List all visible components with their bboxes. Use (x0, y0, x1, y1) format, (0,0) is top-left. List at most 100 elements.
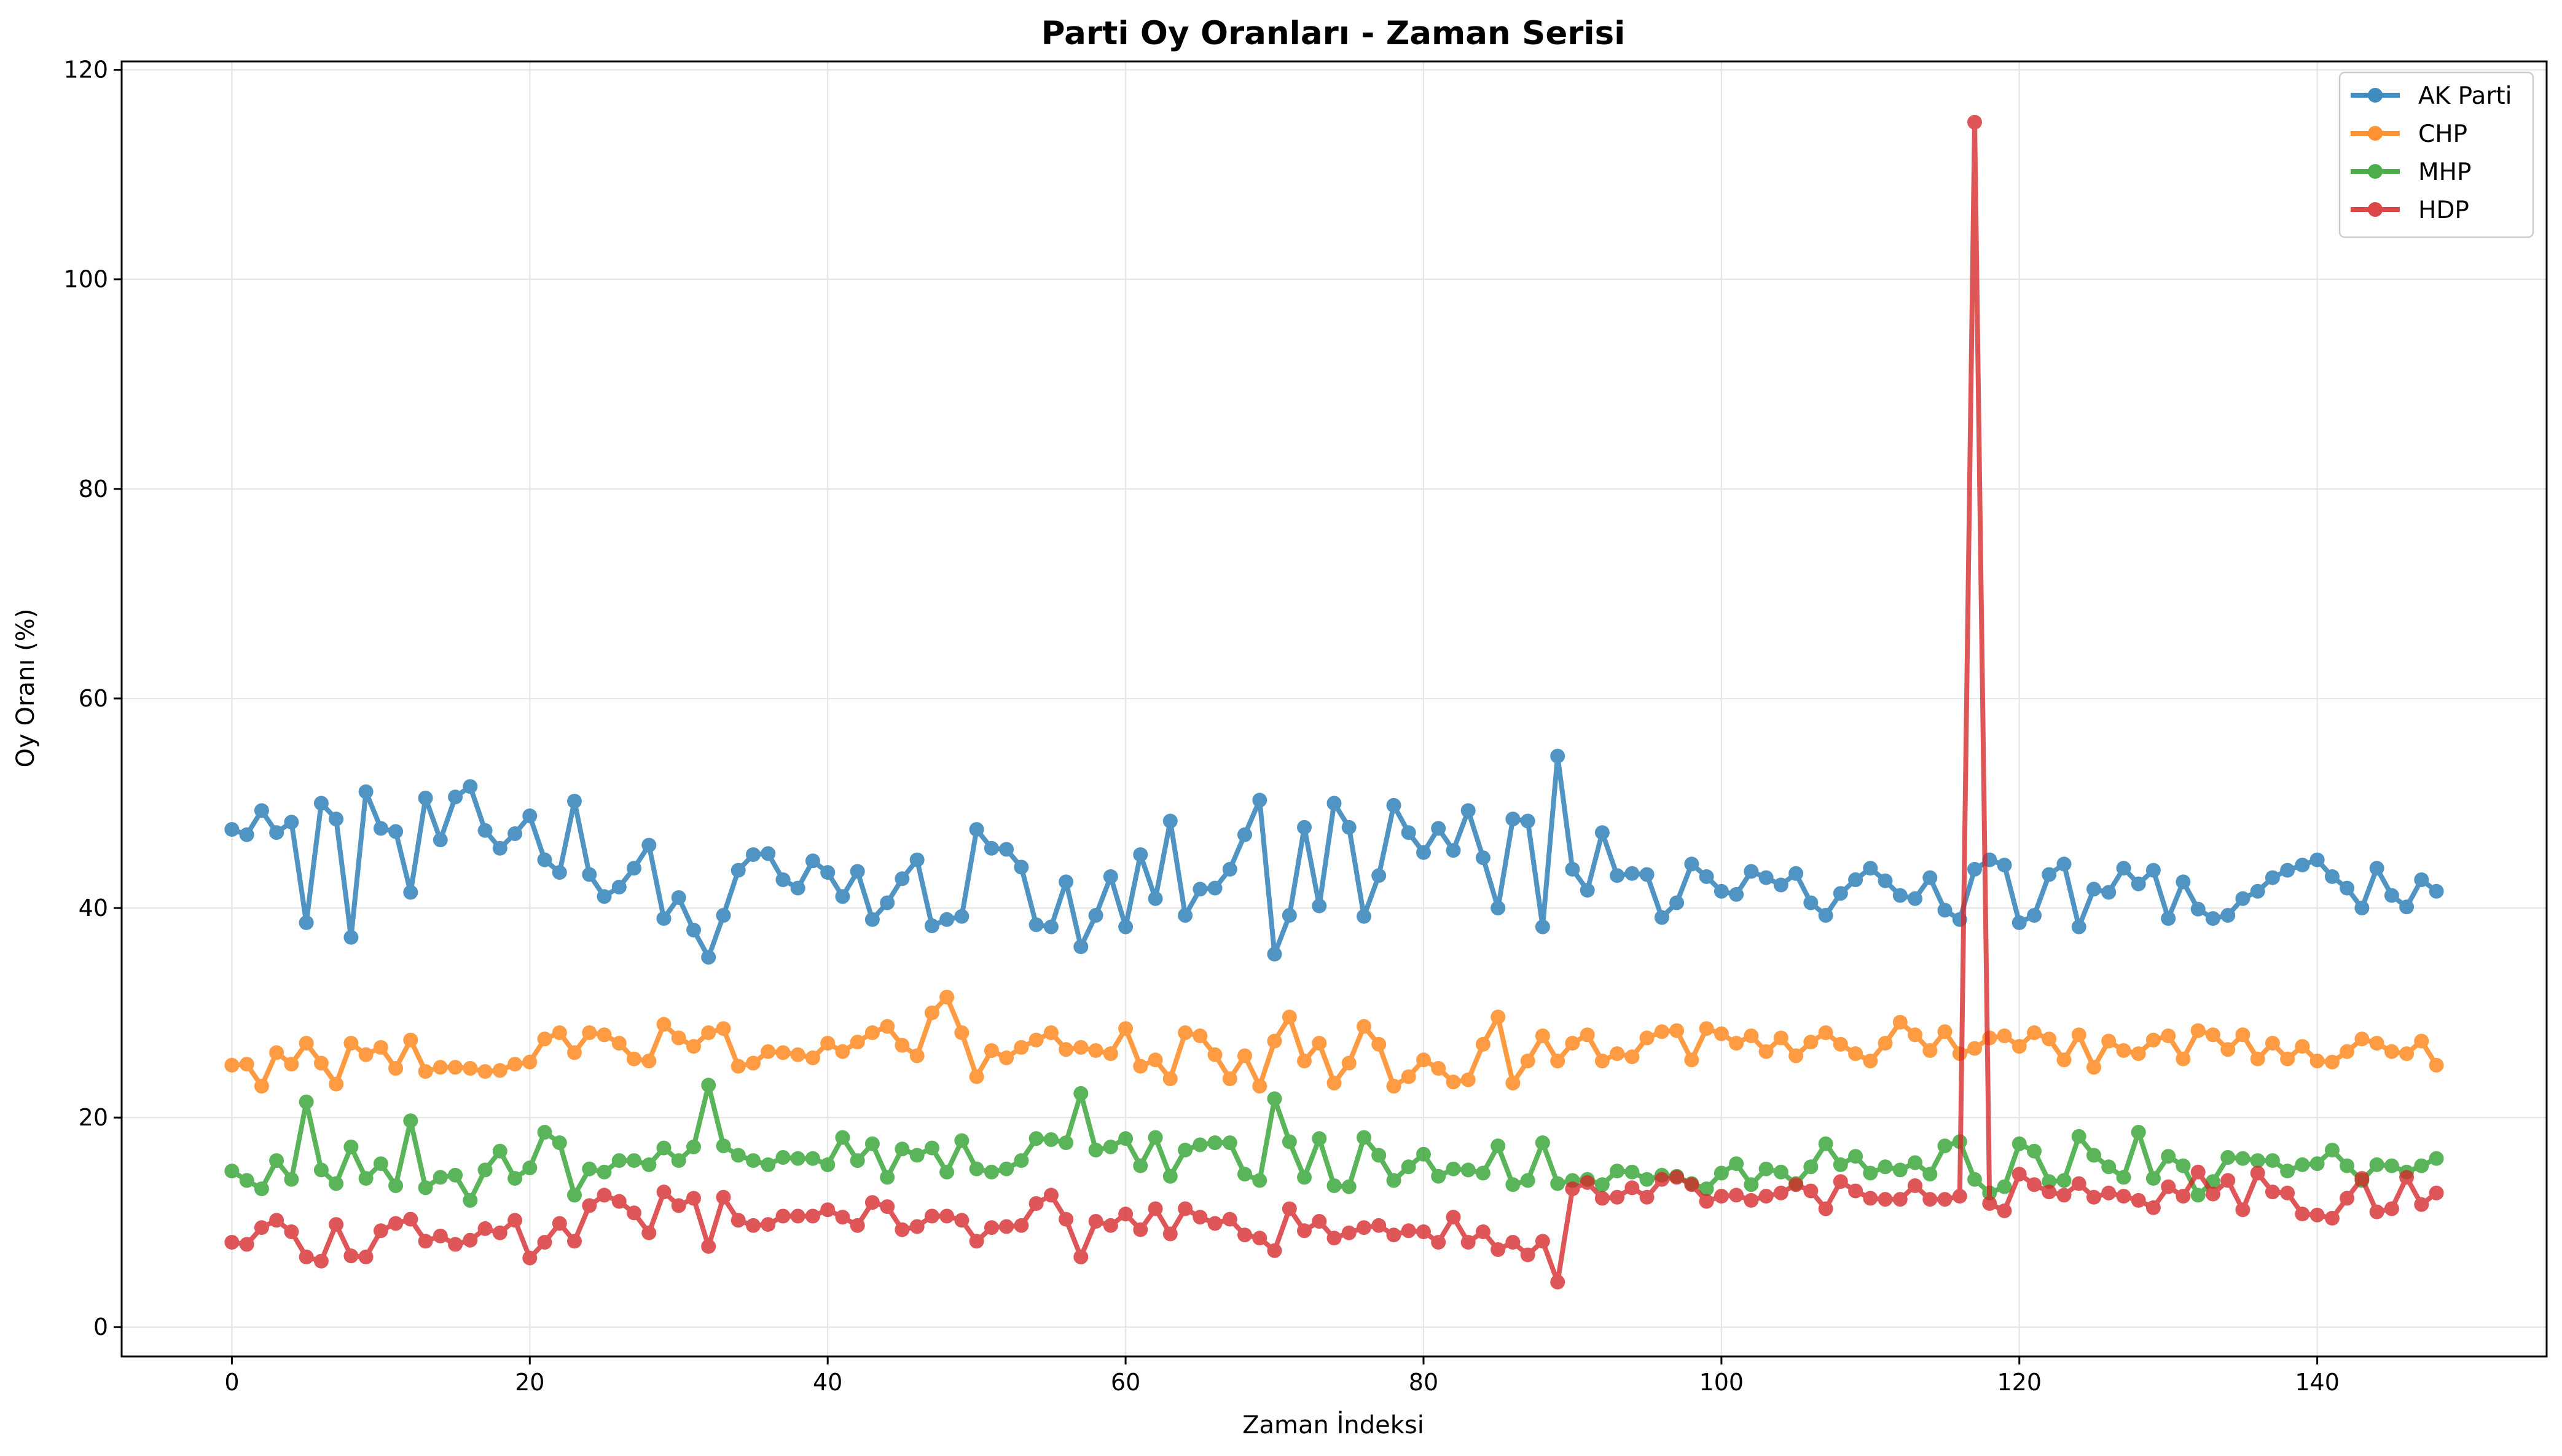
data-point-hdp (2265, 1184, 2280, 1200)
data-point-chp (1446, 1074, 1461, 1090)
data-point-ak-parti (1505, 812, 1521, 827)
y-tick-label: 120 (63, 57, 108, 84)
data-point-ak-parti (1594, 825, 1610, 840)
data-point-hdp (671, 1198, 686, 1213)
data-point-chp (239, 1057, 254, 1072)
data-point-hdp (790, 1208, 805, 1224)
data-point-ak-parti (999, 842, 1014, 857)
data-point-ak-parti (1371, 868, 1387, 883)
data-point-ak-parti (1908, 891, 1922, 906)
data-point-hdp (775, 1208, 791, 1224)
data-point-mhp (403, 1113, 418, 1129)
data-point-mhp (477, 1162, 493, 1178)
series-chp (224, 990, 2444, 1094)
data-point-ak-parti (731, 863, 746, 878)
data-point-ak-parti (611, 879, 627, 894)
data-point-mhp (2280, 1164, 2295, 1179)
data-point-ak-parti (2027, 908, 2042, 923)
data-point-ak-parti (1059, 874, 1074, 890)
data-point-hdp (611, 1194, 627, 1209)
data-point-mhp (1178, 1143, 1193, 1157)
data-point-mhp (1148, 1130, 1163, 1145)
data-point-chp (984, 1043, 999, 1058)
data-point-mhp (1520, 1173, 1535, 1188)
data-point-mhp (775, 1150, 791, 1165)
data-point-hdp (1937, 1192, 1953, 1207)
data-point-hdp (1520, 1247, 1535, 1262)
data-point-ak-parti (1848, 872, 1863, 887)
data-point-hdp (1431, 1235, 1446, 1250)
data-point-mhp (2340, 1158, 2355, 1173)
data-point-ak-parti (448, 789, 463, 805)
data-point-ak-parti (1967, 861, 1982, 877)
data-point-chp (2190, 1023, 2206, 1038)
data-point-mhp (627, 1153, 641, 1168)
data-point-hdp (358, 1250, 374, 1264)
legend-entry-hdp (2351, 202, 2400, 217)
data-point-mhp (1014, 1153, 1029, 1168)
y-tick-label: 80 (79, 476, 108, 503)
data-point-ak-parti (1341, 820, 1357, 835)
data-point-hdp (1654, 1172, 1669, 1187)
data-point-ak-parti (1863, 861, 1878, 876)
data-point-ak-parti (1193, 882, 1208, 897)
data-point-mhp (329, 1176, 344, 1191)
data-point-chp (716, 1021, 731, 1036)
y-tick-label: 100 (63, 266, 108, 293)
data-point-mhp (433, 1170, 448, 1185)
data-point-mhp (2429, 1151, 2444, 1166)
data-point-ak-parti (2384, 888, 2399, 903)
data-point-ak-parti (1684, 856, 1699, 872)
data-point-hdp (1297, 1223, 1312, 1239)
data-point-mhp (1610, 1164, 1625, 1179)
data-point-ak-parti (1580, 883, 1595, 898)
data-point-hdp (1535, 1234, 1550, 1249)
data-point-mhp (1833, 1157, 1848, 1172)
data-point-chp (224, 1057, 240, 1073)
data-point-hdp (1282, 1201, 1297, 1216)
data-point-mhp (1357, 1130, 1371, 1145)
data-point-ak-parti (1133, 847, 1148, 863)
data-point-mhp (2056, 1173, 2072, 1188)
data-point-chp (1252, 1079, 1267, 1094)
data-point-ak-parti (1386, 797, 1401, 813)
data-point-mhp (1550, 1176, 1565, 1191)
data-point-chp (492, 1063, 507, 1078)
data-point-mhp (954, 1133, 970, 1148)
data-point-chp (1788, 1048, 1804, 1063)
data-point-hdp (1892, 1192, 1908, 1207)
data-point-chp (507, 1057, 523, 1072)
data-point-hdp (1088, 1214, 1103, 1229)
x-tick-label: 60 (1111, 1369, 1140, 1396)
data-point-hdp (1610, 1189, 1625, 1205)
data-point-mhp (1416, 1146, 1431, 1162)
series-hdp (224, 114, 2444, 1290)
data-point-hdp (1118, 1207, 1134, 1222)
data-point-ak-parti (1460, 803, 1476, 818)
data-point-mhp (2116, 1170, 2131, 1185)
data-point-chp (448, 1060, 463, 1075)
data-point-ak-parti (1997, 858, 2012, 873)
data-point-mhp (880, 1170, 895, 1185)
data-point-ak-parti (627, 861, 641, 876)
data-point-mhp (1103, 1139, 1118, 1154)
data-point-hdp (686, 1191, 701, 1206)
data-point-mhp (1207, 1135, 1223, 1151)
data-point-mhp (1118, 1131, 1134, 1146)
data-point-chp (939, 990, 955, 1004)
data-point-ak-parti (954, 909, 970, 924)
data-point-mhp (2235, 1151, 2251, 1166)
data-point-hdp (984, 1220, 999, 1235)
data-point-ak-parti (2220, 908, 2236, 923)
data-point-hdp (1148, 1201, 1163, 1216)
data-point-chp (864, 1025, 880, 1040)
data-point-hdp (1491, 1242, 1506, 1257)
data-point-chp (895, 1038, 910, 1053)
data-point-mhp (1863, 1165, 1878, 1181)
data-point-hdp (1773, 1185, 1788, 1200)
data-point-chp (1460, 1072, 1476, 1087)
data-point-ak-parti (2250, 883, 2265, 899)
data-point-hdp (1193, 1210, 1208, 1225)
data-point-chp (2280, 1051, 2295, 1067)
data-point-ak-parti (1818, 908, 1833, 923)
